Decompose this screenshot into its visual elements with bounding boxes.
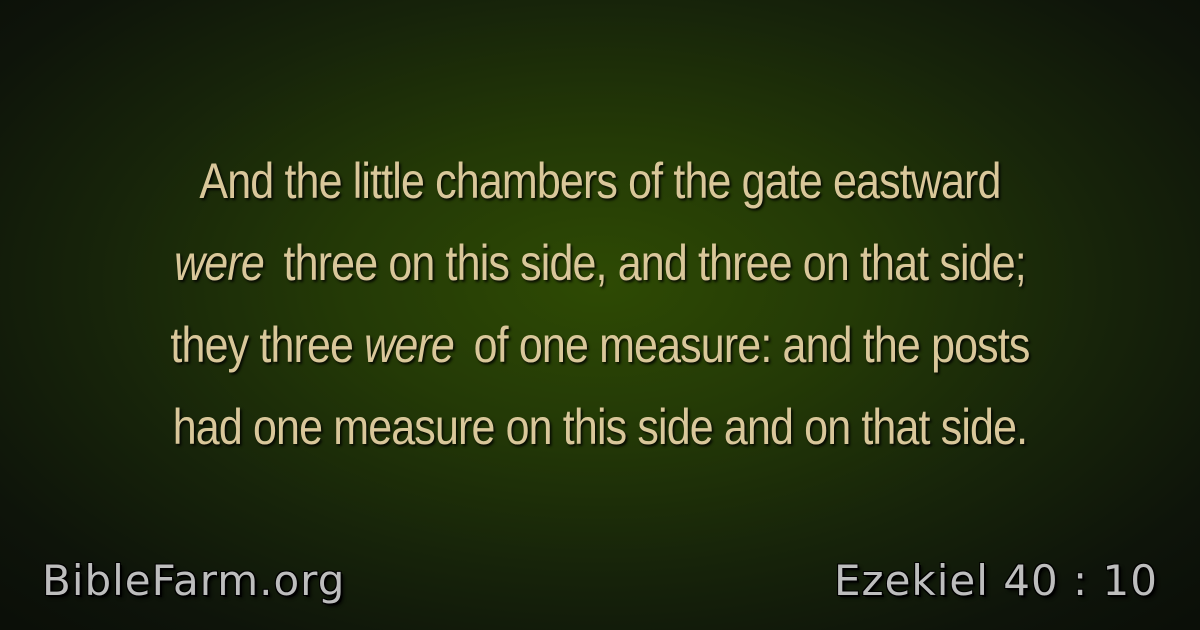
- verse-line: they three were of one measure: and the …: [110, 304, 1090, 386]
- verse-segment: And the little chambers of the gate east…: [199, 153, 1001, 209]
- verse-segment: of one measure: and the posts: [462, 317, 1031, 373]
- verse-segment: three on this side, and three on that si…: [272, 235, 1027, 291]
- verse-line: And the little chambers of the gate east…: [110, 140, 1090, 222]
- verse-line: were three on this side, and three on th…: [110, 222, 1090, 304]
- verse-reference: Ezekiel 40 : 10: [833, 556, 1158, 605]
- verse-text: And the little chambers of the gate east…: [30, 140, 1170, 468]
- verse-segment: they three: [170, 317, 365, 373]
- site-watermark: BibleFarm.org: [42, 556, 346, 605]
- verse-line: had one measure on this side and on that…: [110, 386, 1090, 468]
- verse-segment: had one measure on this side and on that…: [172, 399, 1028, 455]
- verse-segment-italic: were: [364, 317, 455, 373]
- verse-segment-italic: were: [174, 235, 265, 291]
